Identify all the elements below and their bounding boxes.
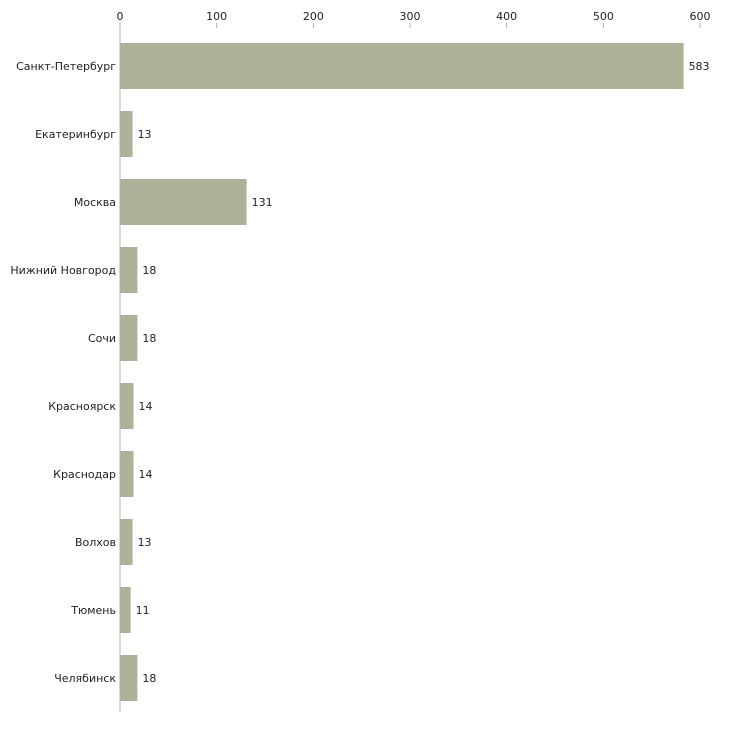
data-label: 11 [136,604,150,617]
bar [120,519,133,565]
bar [120,587,131,633]
x-tick-label: 500 [593,10,614,23]
bars [120,43,684,701]
data-label: 583 [689,60,710,73]
bar [120,655,138,701]
data-label: 13 [138,536,152,549]
data-label: 18 [142,332,156,345]
x-tick-label: 0 [117,10,124,23]
bar [120,43,684,89]
x-tick-label: 400 [496,10,517,23]
data-labels: 583 13 131 18 18 14 14 13 11 18 [136,60,710,685]
data-label: 131 [252,196,273,209]
x-tick-label: 300 [400,10,421,23]
category-label: Красноярск [48,400,116,413]
category-label: Волхов [75,536,116,549]
category-label: Челябинск [54,672,116,685]
bar [120,111,133,157]
x-axis-ticks: 0 100 200 300 400 500 600 [117,10,711,28]
category-label: Санкт-Петербург [16,60,116,73]
category-label: Краснодар [53,468,116,481]
x-tick-label: 600 [690,10,711,23]
data-label: 18 [142,264,156,277]
data-label: 14 [139,468,153,481]
x-tick-label: 200 [303,10,324,23]
data-label: 14 [139,400,153,413]
category-label: Нижний Новгород [10,264,116,277]
bar [120,179,247,225]
bar [120,247,138,293]
bar [120,315,138,361]
category-label: Екатеринбург [35,128,116,141]
bar [120,383,134,429]
data-label: 18 [142,672,156,685]
category-label: Москва [74,196,116,209]
category-label: Тюмень [70,604,116,617]
bar [120,451,134,497]
category-labels: Санкт-Петербург Екатеринбург Москва Нижний … [10,60,116,685]
x-tick-label: 100 [206,10,227,23]
category-label: Сочи [88,332,116,345]
data-label: 13 [138,128,152,141]
